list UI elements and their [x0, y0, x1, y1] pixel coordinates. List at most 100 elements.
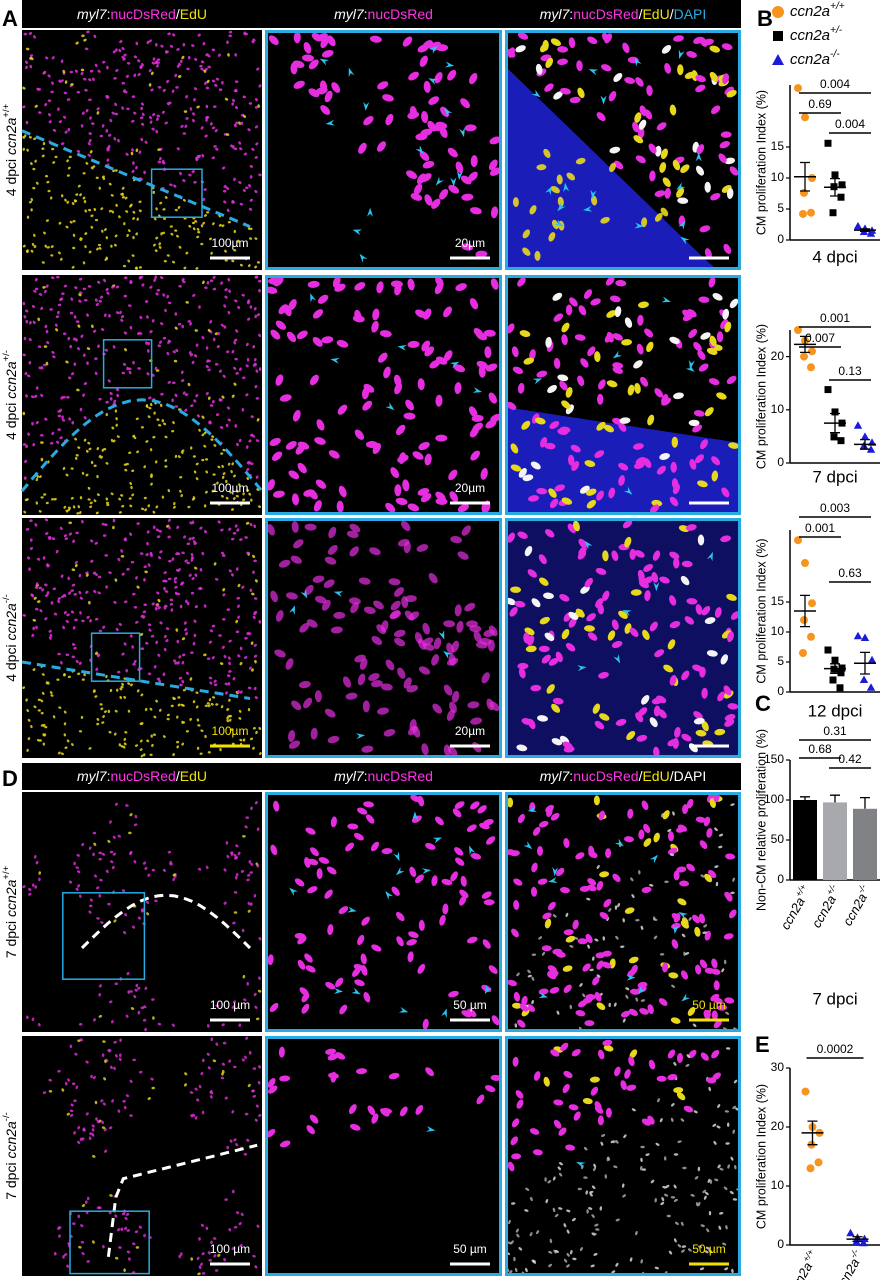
nucleus [321, 336, 334, 344]
nucleus [215, 147, 219, 151]
nucleus [185, 599, 188, 604]
panel-label: B [757, 6, 773, 31]
nucleus [181, 278, 185, 282]
nucleus [637, 314, 644, 326]
nucleus [529, 349, 536, 361]
nucleus [586, 1209, 589, 1214]
nucleus [34, 607, 39, 611]
nucleus [420, 173, 432, 183]
nucleus [557, 58, 568, 66]
nucleus [193, 470, 197, 474]
nucleus [575, 157, 586, 165]
nucleus [312, 309, 324, 319]
nucleus [138, 150, 142, 154]
nucleus [41, 154, 45, 158]
nucleus [119, 40, 123, 44]
nucleus [141, 63, 144, 67]
nucleus [88, 250, 92, 254]
nucleus [200, 60, 205, 64]
scale-bar-label: 100µm [212, 236, 249, 250]
nucleus [598, 379, 606, 390]
nucleus [182, 391, 186, 395]
nucleus [385, 502, 396, 513]
nucleus [621, 339, 633, 346]
header-part: EdU [642, 6, 669, 22]
nucleus [247, 317, 251, 321]
nucleus [67, 508, 71, 512]
nucleus [198, 428, 201, 432]
nucleus [80, 334, 84, 339]
nucleus [118, 497, 122, 501]
nucleus [140, 137, 144, 142]
header-part: nucDsRed [110, 768, 175, 784]
nucleus [214, 83, 218, 87]
nucleus [94, 357, 98, 361]
data-point [824, 646, 832, 654]
nucleus [309, 374, 319, 386]
nucleus [638, 301, 649, 309]
nucleus [439, 188, 449, 200]
nucleus [78, 730, 83, 733]
nucleus [522, 229, 531, 239]
nucleus [166, 79, 170, 84]
nucleus [695, 75, 706, 83]
nucleus [181, 653, 186, 657]
nucleus [116, 393, 120, 398]
arrowhead [428, 45, 438, 54]
nucleus [512, 197, 519, 208]
nucleus [50, 90, 54, 94]
nucleus [131, 119, 135, 123]
micrograph: 100 µm [22, 792, 262, 1032]
nucleus [93, 464, 97, 468]
nucleus [214, 362, 219, 366]
nucleus [470, 450, 481, 461]
nucleus [162, 88, 166, 92]
nucleus [82, 172, 86, 175]
nucleus [48, 112, 51, 117]
nucleus [233, 382, 237, 386]
nucleus [195, 267, 199, 270]
nucleus [185, 117, 189, 120]
nucleus [468, 406, 478, 418]
nucleus [245, 393, 249, 397]
nucleus [123, 53, 127, 57]
nucleus [205, 86, 210, 90]
nucleus [106, 65, 109, 70]
arrowhead [319, 58, 330, 66]
nucleus [34, 104, 38, 108]
nucleus [115, 423, 118, 427]
nucleus [246, 476, 249, 481]
p-value: 0.13 [838, 364, 862, 378]
nucleus [269, 437, 281, 447]
nucleus [256, 418, 260, 422]
nucleus [250, 415, 254, 419]
nucleus [37, 698, 41, 702]
nucleus [57, 652, 61, 656]
nucleus [703, 38, 714, 46]
nucleus [431, 198, 441, 209]
nucleus [429, 359, 441, 369]
micrograph: 50 µm [505, 792, 741, 1032]
nucleus [213, 145, 217, 148]
header-part: : [107, 6, 111, 22]
nucleus [45, 361, 49, 366]
gene-name: ccn2a [3, 879, 19, 917]
nucleus [207, 328, 211, 333]
nucleus [235, 494, 239, 498]
nucleus [224, 249, 227, 253]
nucleus [250, 498, 253, 502]
nucleus [254, 275, 259, 279]
nucleus [233, 177, 236, 182]
nucleus [23, 336, 27, 341]
nucleus [87, 498, 91, 501]
nucleus [103, 278, 106, 283]
nucleus [417, 488, 430, 496]
nucleus [88, 600, 91, 605]
nucleus [182, 43, 186, 47]
nucleus [258, 288, 261, 293]
nucleus [223, 325, 227, 329]
arrowhead [623, 486, 633, 495]
nucleus [601, 32, 610, 43]
nucleus [25, 47, 30, 51]
nucleus [89, 69, 94, 73]
